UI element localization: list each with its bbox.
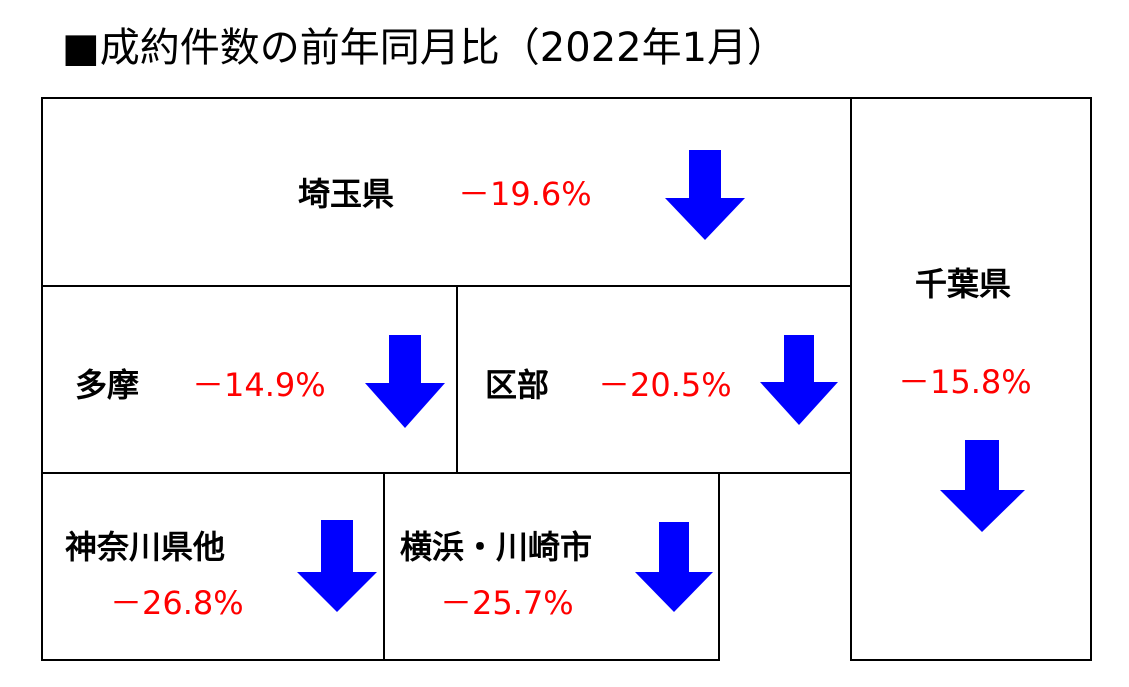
region-change: －19.6% xyxy=(458,175,592,213)
region-name: 神奈川県他 xyxy=(65,528,226,566)
saitama-box xyxy=(41,97,852,287)
down-arrow xyxy=(665,150,745,240)
region-change: －15.8% xyxy=(898,363,1032,401)
region-name: 横浜・川崎市 xyxy=(400,528,593,566)
region-change: －25.7% xyxy=(440,584,574,622)
down-arrow xyxy=(940,440,1025,532)
down-arrow xyxy=(365,335,445,428)
region-name: 埼玉県 xyxy=(298,175,395,213)
region-change: －26.8% xyxy=(110,584,244,622)
chiba-box xyxy=(850,97,1092,661)
region-change: －14.9% xyxy=(192,366,326,404)
yokohama-box xyxy=(383,472,720,661)
region-name: 多摩 xyxy=(75,366,140,404)
down-arrow xyxy=(635,522,713,612)
region-change: －20.5% xyxy=(598,366,732,404)
title: ■成約件数の前年同月比（2022年1月） xyxy=(62,25,788,71)
region-name: 区部 xyxy=(485,366,550,404)
region-name: 千葉県 xyxy=(915,265,1012,303)
down-arrow xyxy=(297,520,377,612)
down-arrow xyxy=(760,335,838,425)
